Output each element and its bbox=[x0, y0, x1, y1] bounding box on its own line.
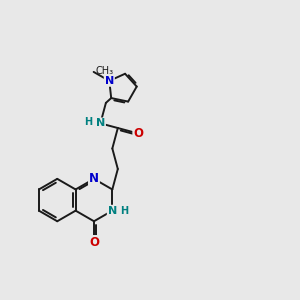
Text: N: N bbox=[89, 172, 99, 185]
Text: N: N bbox=[108, 206, 117, 216]
Text: CH₃: CH₃ bbox=[96, 66, 114, 76]
Text: N: N bbox=[105, 76, 114, 86]
Text: H: H bbox=[120, 206, 128, 216]
Text: N: N bbox=[96, 118, 105, 128]
Text: O: O bbox=[89, 236, 99, 249]
Text: O: O bbox=[133, 127, 143, 140]
Text: H: H bbox=[84, 117, 92, 127]
